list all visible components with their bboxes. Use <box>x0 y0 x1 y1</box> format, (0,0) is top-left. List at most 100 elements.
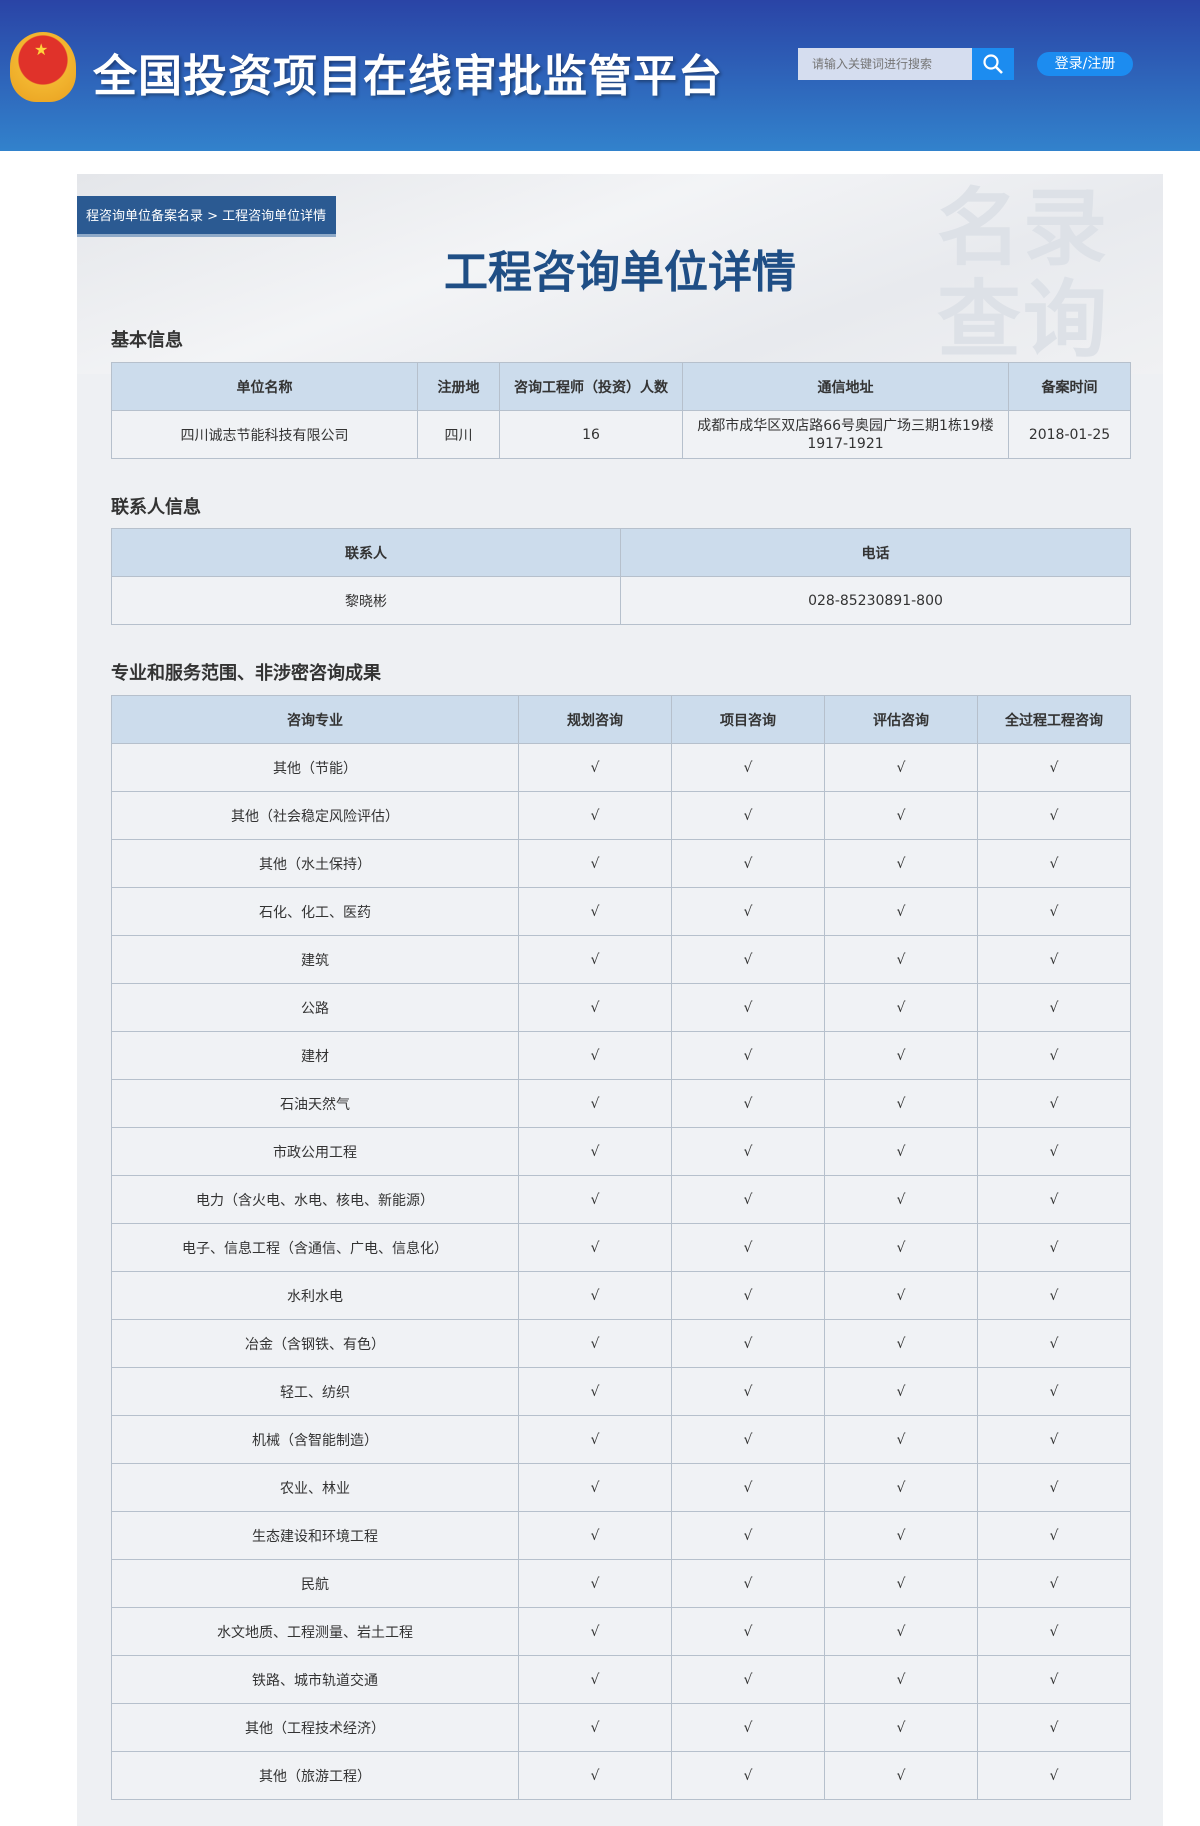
check-mark: √ <box>518 743 672 792</box>
content-panel: 名录查询 程咨询单位备案名录 > 工程咨询单位详情 工程咨询单位详情 基本信息 … <box>77 174 1163 1826</box>
column-header: 注册地 <box>417 362 500 411</box>
table-row: 公路 √ √ √ √ <box>111 983 1131 1032</box>
table-row: 其他（节能） √ √ √ √ <box>111 743 1131 792</box>
check-mark: √ <box>977 1511 1131 1560</box>
address: 成都市成华区双店路66号奥园广场三期1栋19楼1917-1921 <box>682 410 1009 459</box>
table-row: 轻工、纺织 √ √ √ √ <box>111 1367 1131 1416</box>
check-mark: √ <box>824 1223 978 1272</box>
scope-heading: 专业和服务范围、非涉密咨询成果 <box>111 663 381 684</box>
check-mark: √ <box>977 1367 1131 1416</box>
check-mark: √ <box>518 1127 672 1176</box>
check-mark: √ <box>977 1655 1131 1704</box>
check-mark: √ <box>671 1415 825 1464</box>
check-mark: √ <box>824 1703 978 1752</box>
column-header: 规划咨询 <box>518 695 672 744</box>
specialty-name: 其他（社会稳定风险评估） <box>111 791 519 840</box>
column-header: 备案时间 <box>1008 362 1131 411</box>
check-mark: √ <box>824 983 978 1032</box>
specialty-name: 生态建设和环境工程 <box>111 1511 519 1560</box>
table-row: 生态建设和环境工程 √ √ √ √ <box>111 1511 1131 1560</box>
table-row: 石化、化工、医药 √ √ √ √ <box>111 887 1131 936</box>
column-header: 联系人 <box>111 528 621 577</box>
specialty-name: 冶金（含钢铁、有色） <box>111 1319 519 1368</box>
check-mark: √ <box>671 983 825 1032</box>
check-mark: √ <box>977 1703 1131 1752</box>
check-mark: √ <box>518 1559 672 1608</box>
table-row: 电力（含火电、水电、核电、新能源） √ √ √ √ <box>111 1175 1131 1224</box>
column-header: 咨询工程师（投资）人数 <box>499 362 683 411</box>
specialty-name: 其他（水土保持） <box>111 839 519 888</box>
check-mark: √ <box>518 1703 672 1752</box>
check-mark: √ <box>977 1463 1131 1512</box>
check-mark: √ <box>977 1271 1131 1320</box>
column-header: 项目咨询 <box>671 695 825 744</box>
basic-info-table: 单位名称 注册地 咨询工程师（投资）人数 通信地址 备案时间 四川诚志节能科技有… <box>111 362 1131 459</box>
check-mark: √ <box>671 1751 825 1800</box>
column-header: 咨询专业 <box>111 695 519 744</box>
column-header: 单位名称 <box>111 362 418 411</box>
specialty-name: 电子、信息工程（含通信、广电、信息化） <box>111 1223 519 1272</box>
check-mark: √ <box>977 887 1131 936</box>
specialty-name: 建材 <box>111 1031 519 1080</box>
specialty-name: 公路 <box>111 983 519 1032</box>
specialty-name: 其他（工程技术经济） <box>111 1703 519 1752</box>
check-mark: √ <box>824 1415 978 1464</box>
column-header: 评估咨询 <box>824 695 978 744</box>
unit-name: 四川诚志节能科技有限公司 <box>111 410 418 459</box>
specialty-name: 石化、化工、医药 <box>111 887 519 936</box>
check-mark: √ <box>671 1703 825 1752</box>
specialty-name: 建筑 <box>111 935 519 984</box>
check-mark: √ <box>518 1079 672 1128</box>
table-row: 农业、林业 √ √ √ √ <box>111 1463 1131 1512</box>
login-register-button[interactable]: 登录/注册 <box>1037 52 1133 76</box>
check-mark: √ <box>977 1751 1131 1800</box>
table-row: 机械（含智能制造） √ √ √ √ <box>111 1415 1131 1464</box>
table-row: 冶金（含钢铁、有色） √ √ √ √ <box>111 1319 1131 1368</box>
check-mark: √ <box>977 1607 1131 1656</box>
table-header-row: 联系人 电话 <box>111 528 1131 577</box>
national-emblem-icon: ★ <box>10 32 76 102</box>
specialty-name: 其他（节能） <box>111 743 519 792</box>
check-mark: √ <box>518 1751 672 1800</box>
search-icon <box>983 54 1003 74</box>
table-row: 其他（旅游工程） √ √ √ √ <box>111 1751 1131 1800</box>
specialty-name: 水利水电 <box>111 1271 519 1320</box>
search-button[interactable] <box>972 48 1014 80</box>
specialty-name: 轻工、纺织 <box>111 1367 519 1416</box>
check-mark: √ <box>824 1751 978 1800</box>
check-mark: √ <box>518 1607 672 1656</box>
specialty-name: 民航 <box>111 1559 519 1608</box>
basic-info-heading: 基本信息 <box>111 330 183 351</box>
check-mark: √ <box>518 1511 672 1560</box>
search-input[interactable] <box>798 48 972 80</box>
column-header: 通信地址 <box>682 362 1009 411</box>
check-mark: √ <box>518 983 672 1032</box>
check-mark: √ <box>671 743 825 792</box>
check-mark: √ <box>824 1463 978 1512</box>
check-mark: √ <box>977 1223 1131 1272</box>
table-row: 建筑 √ √ √ √ <box>111 935 1131 984</box>
site-title[interactable]: 全国投资项目在线审批监管平台 <box>93 51 723 102</box>
check-mark: √ <box>671 935 825 984</box>
specialty-name: 市政公用工程 <box>111 1127 519 1176</box>
check-mark: √ <box>977 1175 1131 1224</box>
check-mark: √ <box>671 1031 825 1080</box>
check-mark: √ <box>518 887 672 936</box>
specialty-name: 机械（含智能制造） <box>111 1415 519 1464</box>
registered-place: 四川 <box>417 410 500 459</box>
check-mark: √ <box>977 1079 1131 1128</box>
breadcrumb[interactable]: 程咨询单位备案名录 > 工程咨询单位详情 <box>77 196 336 237</box>
table-row: 其他（水土保持） √ √ √ √ <box>111 839 1131 888</box>
table-row: 水文地质、工程测量、岩土工程 √ √ √ √ <box>111 1607 1131 1656</box>
check-mark: √ <box>977 1415 1131 1464</box>
check-mark: √ <box>671 1175 825 1224</box>
check-mark: √ <box>977 1031 1131 1080</box>
check-mark: √ <box>671 1271 825 1320</box>
check-mark: √ <box>518 1223 672 1272</box>
contact-name: 黎晓彬 <box>111 576 621 625</box>
table-row: 水利水电 √ √ √ √ <box>111 1271 1131 1320</box>
check-mark: √ <box>671 1223 825 1272</box>
table-row: 电子、信息工程（含通信、广电、信息化） √ √ √ √ <box>111 1223 1131 1272</box>
page-title: 工程咨询单位详情 <box>444 247 796 298</box>
check-mark: √ <box>518 935 672 984</box>
